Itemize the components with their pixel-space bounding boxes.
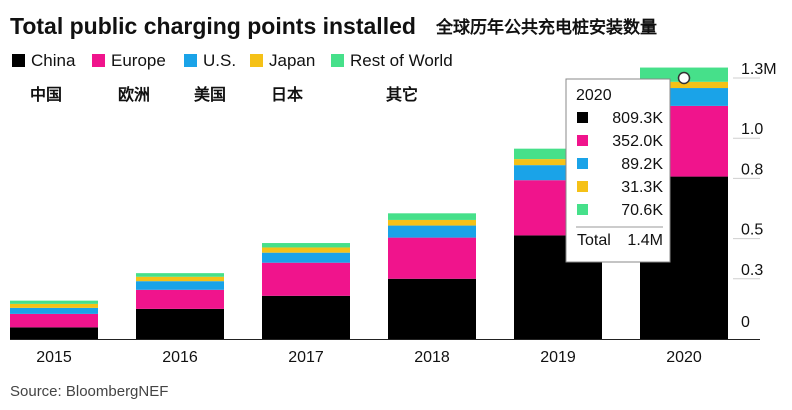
cn-label-rest-of-world: 其它	[386, 85, 418, 104]
legend-swatch-japan	[250, 54, 263, 67]
tooltip-value-japan: 31.3K	[621, 179, 663, 196]
legend-swatch-us	[184, 54, 197, 67]
bar-2016-europe	[136, 289, 224, 309]
legend-swatch-europe	[92, 54, 105, 67]
bar-2016-u-s	[136, 281, 224, 290]
bar-2017-rest-of-world	[262, 243, 350, 248]
source-note: Source: BloombergNEF	[10, 383, 168, 400]
bar-2018-japan	[388, 219, 476, 226]
bar-2019-rest-of-world	[514, 148, 602, 160]
tooltip-box	[565, 78, 671, 263]
x-tick-label-2015: 2015	[36, 349, 72, 366]
y-tick-label-3: 0.8	[741, 161, 763, 178]
y-tick-label-2: 0.5	[741, 222, 763, 239]
x-tick-label-2019: 2019	[540, 349, 576, 366]
bar-2017-china	[262, 295, 350, 339]
bar-2017-japan	[262, 247, 350, 253]
legend: China Europe U.S. Japan Rest of World	[12, 51, 453, 70]
tooltip-total-value: 1.4M	[627, 232, 663, 249]
tooltip-swatch-china	[577, 112, 588, 123]
y-axis: 0 0.3 0.5 0.8 1.0 1.3M	[741, 61, 777, 331]
y-tick-label-1: 0.3	[741, 262, 763, 279]
bar-2016-japan	[136, 276, 224, 282]
bar-2016-rest-of-world	[136, 273, 224, 277]
tooltip-year: 2020	[576, 87, 612, 104]
bar-2015-europe	[10, 313, 98, 328]
cn-label-us: 美国	[194, 85, 226, 104]
bar-2015-rest-of-world	[10, 300, 98, 304]
tooltip-value-china: 809.3K	[612, 110, 663, 127]
y-tick-label-0: 0	[741, 314, 750, 331]
legend-swatch-china	[12, 54, 25, 67]
bar-2017-europe	[262, 262, 350, 296]
x-axis: 2015 2016 2017 2018 2019 2020	[10, 339, 760, 366]
legend-swatch-rest-of-world	[331, 54, 344, 67]
tooltip-value-rest-of-world: 70.6K	[621, 202, 663, 219]
legend-label-rest-of-world: Rest of World	[350, 51, 453, 70]
hover-marker-icon	[677, 71, 691, 85]
y-tick-label-5: 1.3M	[741, 61, 777, 78]
x-tick-label-2020: 2020	[666, 349, 702, 366]
bar-2017-u-s	[262, 252, 350, 263]
x-tick-label-2018: 2018	[414, 349, 450, 366]
chinese-labels: 中国 欧洲 美国 日本 其它	[30, 85, 418, 104]
bar-2020-japan	[640, 81, 728, 89]
tooltip-swatch-europe	[577, 135, 588, 146]
cn-label-japan: 日本	[271, 85, 303, 104]
cn-label-china: 中国	[30, 85, 62, 104]
x-tick-label-2017: 2017	[288, 349, 324, 366]
bar-2018-rest-of-world	[388, 213, 476, 220]
tooltip-swatch-japan	[577, 181, 588, 192]
legend-label-europe: Europe	[111, 51, 166, 70]
gridlines	[733, 77, 760, 280]
bar-2015-japan	[10, 303, 98, 308]
bar-2016-china	[136, 308, 224, 339]
legend-label-china: China	[31, 51, 76, 70]
y-tick-label-4: 1.0	[741, 121, 763, 138]
bar-2015-u-s	[10, 307, 98, 314]
bar-2018-china	[388, 278, 476, 339]
cn-label-europe: 欧洲	[118, 85, 150, 104]
x-tick-label-2016: 2016	[162, 349, 198, 366]
bar-2015-china	[10, 327, 98, 339]
tooltip-value-europe: 352.0K	[612, 133, 663, 150]
chart-title: Total public charging points installed	[10, 13, 416, 39]
tooltip-swatch-rest-of-world	[577, 204, 588, 215]
tooltip: 2020 809.3K 352.0K 89.2K 31.3K 70.6K Tot…	[565, 78, 671, 263]
legend-label-japan: Japan	[269, 51, 315, 70]
tooltip-swatch-us	[577, 158, 588, 169]
legend-label-us: U.S.	[203, 51, 236, 70]
tooltip-total-label: Total	[577, 232, 611, 249]
tooltip-value-us: 89.2K	[621, 156, 663, 173]
chart-subtitle: 全球历年公共充电桩安装数量	[435, 17, 657, 38]
bar-2018-u-s	[388, 225, 476, 238]
bar-2018-europe	[388, 237, 476, 279]
bar-2019-japan	[514, 159, 602, 166]
